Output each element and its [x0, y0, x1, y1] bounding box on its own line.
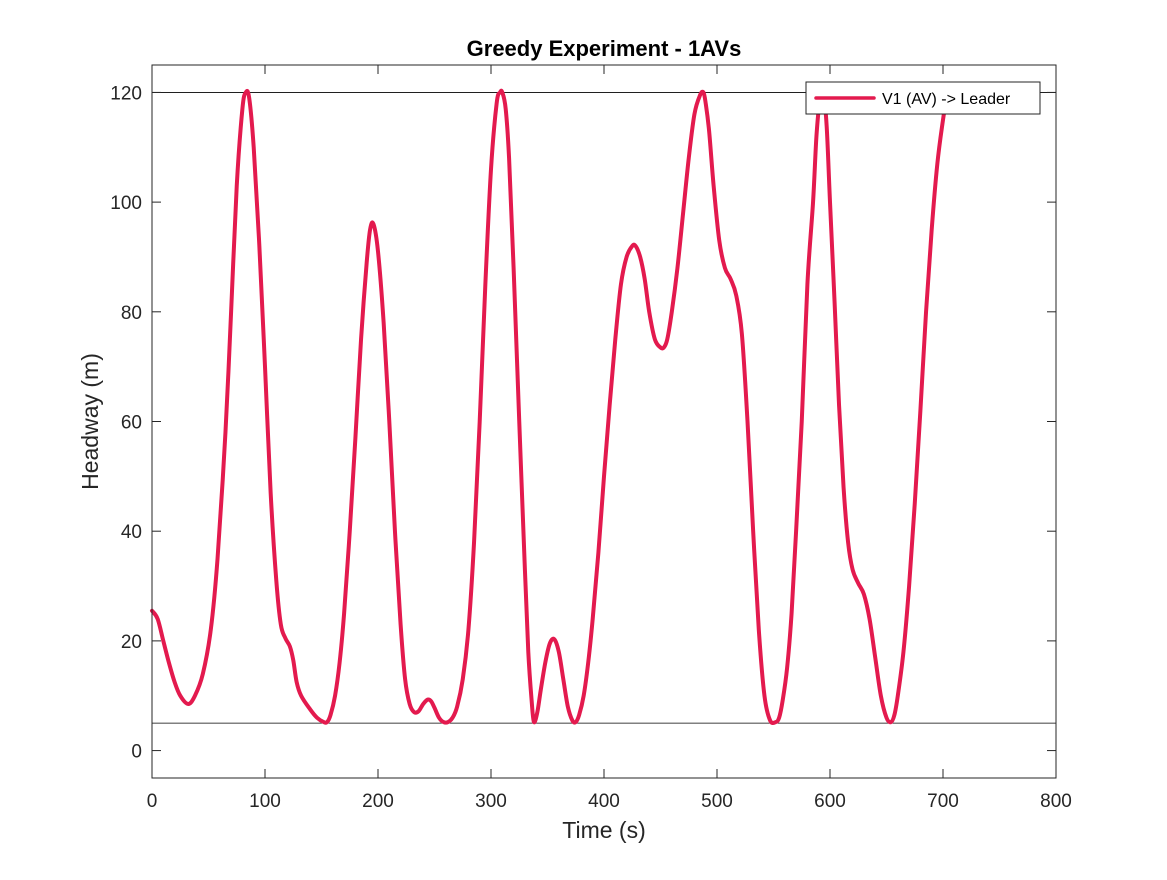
x-tick-label: 300: [475, 791, 507, 812]
x-tick-labels: 0 100 200 300 400 500 600 700 800: [147, 791, 1072, 812]
legend-entry-label: V1 (AV) -> Leader: [882, 91, 1011, 108]
y-tick-label: 40: [121, 522, 142, 543]
x-axis-label: Time (s): [562, 817, 645, 843]
y-tick-label: 80: [121, 303, 142, 324]
y-tick-label: 100: [110, 193, 142, 214]
y-axis-label: Headway (m): [77, 353, 103, 490]
tick-marks: [151, 65, 1057, 778]
x-tick-label: 100: [249, 791, 281, 812]
legend[interactable]: V1 (AV) -> Leader: [805, 81, 1041, 115]
y-tick-label: 0: [131, 742, 142, 763]
x-tick-label: 500: [701, 791, 733, 812]
y-tick-label: 120: [110, 83, 142, 104]
x-tick-label: 600: [814, 791, 846, 812]
x-tick-label: 400: [588, 791, 620, 812]
x-tick-label: 0: [147, 791, 158, 812]
y-tick-label: 60: [121, 413, 142, 434]
y-tick-labels: 0 20 40 60 80 100 120: [110, 83, 142, 762]
series-layer: [150, 88, 950, 726]
chart-title: Greedy Experiment - 1AVs: [467, 36, 742, 61]
y-tick-label: 20: [121, 632, 142, 653]
x-tick-label: 200: [362, 791, 394, 812]
x-tick-label: 800: [1040, 791, 1072, 812]
series-line-0: [150, 88, 950, 726]
x-tick-label: 700: [927, 791, 959, 812]
